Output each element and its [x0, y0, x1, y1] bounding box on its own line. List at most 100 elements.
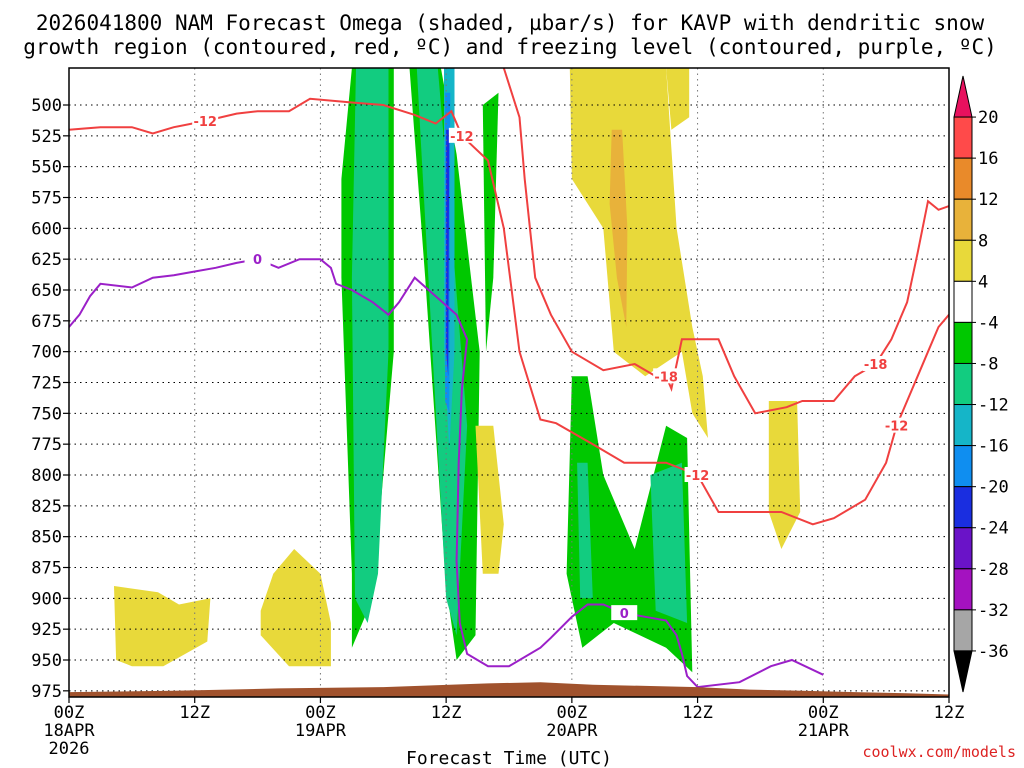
y-tick-label: 775 — [31, 435, 62, 455]
omega-region — [650, 462, 688, 623]
colorbar-label: -32 — [978, 601, 1009, 621]
omega-region — [114, 586, 211, 667]
y-tick-label: 700 — [31, 343, 62, 363]
y-tick-label: 950 — [31, 651, 62, 671]
terrain — [69, 682, 949, 697]
contour-label: -18 — [864, 358, 888, 373]
title-line-1: 2026041800 NAM Forecast Omega (shaded, µ… — [36, 11, 985, 35]
colorbar-label: -8 — [978, 354, 998, 374]
x-axis-label: Forecast Time (UTC) — [406, 748, 612, 768]
colorbar-swatch — [953, 568, 973, 611]
contour-label-bg — [653, 368, 680, 384]
omega-region — [416, 68, 468, 636]
colorbar-label: -36 — [978, 642, 1009, 662]
credit-text: coolwx.com/models — [862, 743, 1016, 761]
colorbar-swatch — [953, 527, 973, 570]
contour-line — [69, 97, 949, 526]
contour-label: 0 — [620, 607, 629, 622]
colorbar-swatch — [953, 75, 973, 118]
colorbar-swatch — [953, 239, 973, 282]
y-tick-label: 650 — [31, 281, 62, 301]
colorbar-label: 20 — [978, 108, 998, 128]
contour-line — [502, 68, 949, 415]
colorbar-swatch — [953, 404, 973, 447]
x-tick-date: 21APR — [798, 721, 850, 741]
omega-region — [475, 425, 504, 574]
colorbar-label: 8 — [978, 231, 988, 251]
omega-region — [666, 68, 690, 130]
x-tick-date: 18APR — [43, 721, 95, 741]
y-tick-label: 575 — [31, 189, 62, 209]
y-tick-label: 900 — [31, 589, 62, 609]
contour-label: -18 — [654, 370, 678, 385]
y-tick-label: 975 — [31, 682, 62, 702]
colorbar-swatch — [953, 486, 973, 529]
colorbar-swatch — [953, 609, 973, 652]
colorbar-label: -24 — [978, 519, 1009, 539]
colorbar-label: 16 — [978, 149, 998, 169]
x-tick-date: 19APR — [295, 721, 347, 741]
colorbar-label: 12 — [978, 190, 998, 210]
y-axis-ticks: 500 525 550 575 600 625 650 675 700 725 750 775 800 8… — [31, 96, 69, 702]
omega-region — [260, 549, 331, 667]
colorbar-label: -16 — [978, 437, 1009, 457]
y-tick-label: 500 — [31, 96, 62, 116]
contour-label-bg — [611, 605, 638, 621]
y-tick-label: 675 — [31, 312, 62, 332]
omega-region — [482, 92, 499, 352]
x-tick-label: 12Z — [179, 703, 210, 723]
contour-label-bg — [883, 417, 910, 433]
chart-title: 2026041800 NAM Forecast Omega (shaded, µ… — [23, 11, 997, 59]
contour-label: -12 — [686, 469, 710, 484]
x-tick-date: 20APR — [546, 721, 598, 741]
colorbar-label: -20 — [978, 478, 1009, 498]
colorbar-label: -4 — [978, 313, 998, 333]
colorbar-swatch — [953, 362, 973, 406]
colorbar-swatch — [953, 280, 973, 323]
colorbar-swatch — [953, 445, 973, 488]
omega-region — [577, 462, 593, 599]
y-tick-label: 525 — [31, 127, 62, 147]
y-tick-label: 825 — [31, 497, 62, 517]
x-tick-label: 12Z — [682, 703, 713, 723]
contour-label-bg — [244, 251, 271, 267]
freezing-level-contours: 00 — [69, 251, 824, 689]
omega-region — [609, 129, 628, 327]
contour-label-bg — [192, 113, 219, 129]
colorbar-swatch — [953, 157, 973, 200]
colorbar-label: -12 — [978, 396, 1009, 416]
x-tick-label: 00Z — [54, 703, 85, 723]
y-tick-label: 800 — [31, 466, 62, 486]
contour-label: 0 — [253, 253, 262, 268]
y-tick-label: 750 — [31, 404, 62, 424]
colorbar-swatch — [953, 116, 973, 159]
contour-label: -12 — [450, 130, 474, 145]
x-tick-label: 00Z — [556, 703, 587, 723]
y-tick-label: 850 — [31, 528, 62, 548]
contour-label-bg — [862, 356, 889, 371]
contour-line — [69, 258, 824, 689]
contour-label: -12 — [193, 115, 217, 130]
omega-region — [446, 129, 450, 377]
colorbar-label: -28 — [978, 560, 1009, 580]
y-tick-label: 925 — [31, 620, 62, 640]
colorbar-swatch — [953, 650, 973, 693]
colorbar-label: 4 — [978, 272, 988, 292]
x-tick-label: 00Z — [305, 703, 336, 723]
omega-region — [569, 68, 708, 438]
contour-label: -12 — [885, 420, 909, 435]
x-tick-year: 2026 — [49, 739, 90, 759]
colorbar-swatch — [953, 321, 973, 364]
colorbar-swatch — [953, 198, 973, 241]
colorbar: 20 16 12 8 4 -4 -8 -12 -16 -20 -24 -28 -32 -36 — [953, 75, 1009, 693]
x-tick-label: 12Z — [431, 703, 462, 723]
title-line-2: growth region (contoured, red, ºC) and f… — [23, 35, 997, 59]
contour-label-bg — [684, 467, 711, 482]
y-tick-label: 625 — [31, 250, 62, 270]
terrain-fill — [69, 682, 949, 697]
omega-region — [351, 68, 389, 623]
x-tick-label: 12Z — [934, 703, 965, 723]
dgz-contours: -12 -12 -12 -12 -18 -18 — [69, 68, 949, 526]
y-tick-label: 875 — [31, 559, 62, 579]
